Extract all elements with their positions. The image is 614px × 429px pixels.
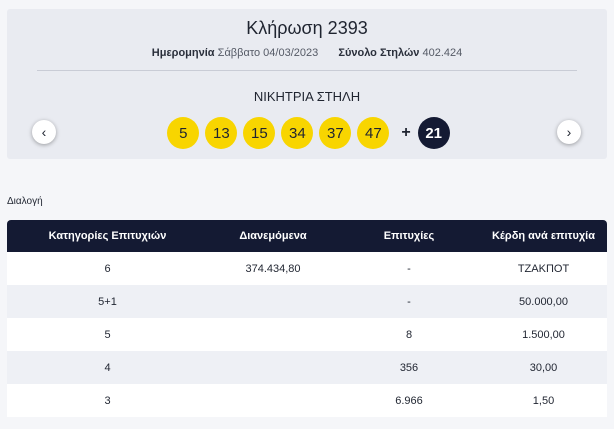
number-ball: 37 xyxy=(319,117,352,149)
cell-distributed: 374.434,80 xyxy=(245,262,301,275)
number-ball: 34 xyxy=(281,117,314,149)
header-distributed: Διανεμόμενα xyxy=(239,230,307,242)
prize-table: Κατηγορίες Επιτυχιών Διανεμόμενα Επιτυχί… xyxy=(7,220,607,417)
cell-category: 3 xyxy=(104,394,111,407)
next-draw-button[interactable]: › xyxy=(557,120,581,144)
date-value: Σάββατο 04/03/2023 xyxy=(217,47,319,59)
bonus-ball: 21 xyxy=(417,117,450,149)
table-row: 3 6.966 1,50 xyxy=(7,384,607,417)
divider xyxy=(37,70,577,71)
number-ball: 47 xyxy=(357,117,390,149)
header-winners: Επιτυχίες xyxy=(383,230,435,242)
cell-prize: 50.000,00 xyxy=(519,295,568,308)
number-ball: 5 xyxy=(167,117,200,149)
draw-title: Κλήρωση 2393 xyxy=(246,18,368,38)
previous-draw-button[interactable]: ‹ xyxy=(32,120,56,144)
draw-meta: Ημερομηνία Σάββατο 04/03/2023 Σύνολο Στη… xyxy=(7,47,607,59)
cell-winners: 6.966 xyxy=(395,394,423,407)
cell-prize: 1,50 xyxy=(532,394,555,407)
cell-prize: 1.500,00 xyxy=(522,328,565,341)
columns-value: 402.424 xyxy=(422,47,463,59)
cell-category: 5+1 xyxy=(98,295,117,308)
section-label: Διαλογή xyxy=(7,196,43,207)
header-categories: Κατηγορίες Επιτυχιών xyxy=(48,230,167,242)
chevron-left-icon: ‹ xyxy=(41,124,47,140)
table-row: 4 356 30,00 xyxy=(7,351,607,384)
number-ball: 13 xyxy=(205,117,238,149)
cell-prize: ΤΖΑΚΠΟΤ xyxy=(517,262,570,275)
date-label: Ημερομηνία xyxy=(151,47,215,59)
table-row: 6 374.434,80 - ΤΖΑΚΠΟΤ xyxy=(7,252,607,285)
winning-numbers: 5 13 15 34 37 47 + 21 xyxy=(7,117,607,149)
chevron-right-icon: › xyxy=(566,124,572,140)
cell-category: 5 xyxy=(104,328,111,341)
table-row: 5+1 - 50.000,00 xyxy=(7,285,607,318)
columns-label: Σύνολο Στηλών xyxy=(338,47,420,59)
cell-winners: - xyxy=(407,295,411,308)
cell-winners: 356 xyxy=(399,361,419,374)
cell-prize: 30,00 xyxy=(529,361,558,374)
cell-category: 6 xyxy=(104,262,111,275)
header-prize-per-winner: Κέρδη ανά επιτυχία xyxy=(491,230,596,242)
number-ball: 15 xyxy=(243,117,276,149)
cell-winners: 8 xyxy=(405,328,413,341)
table-row: 5 8 1.500,00 xyxy=(7,318,607,351)
draw-card: Κλήρωση 2393 Ημερομηνία Σάββατο 04/03/20… xyxy=(7,9,607,159)
plus-sign: + xyxy=(401,124,411,141)
cell-category: 4 xyxy=(104,361,111,374)
winning-column-label: ΝΙΚΗΤΡΙΑ ΣΤΗΛΗ xyxy=(253,89,361,104)
table-header: Κατηγορίες Επιτυχιών Διανεμόμενα Επιτυχί… xyxy=(7,220,607,252)
cell-winners: - xyxy=(407,262,411,275)
